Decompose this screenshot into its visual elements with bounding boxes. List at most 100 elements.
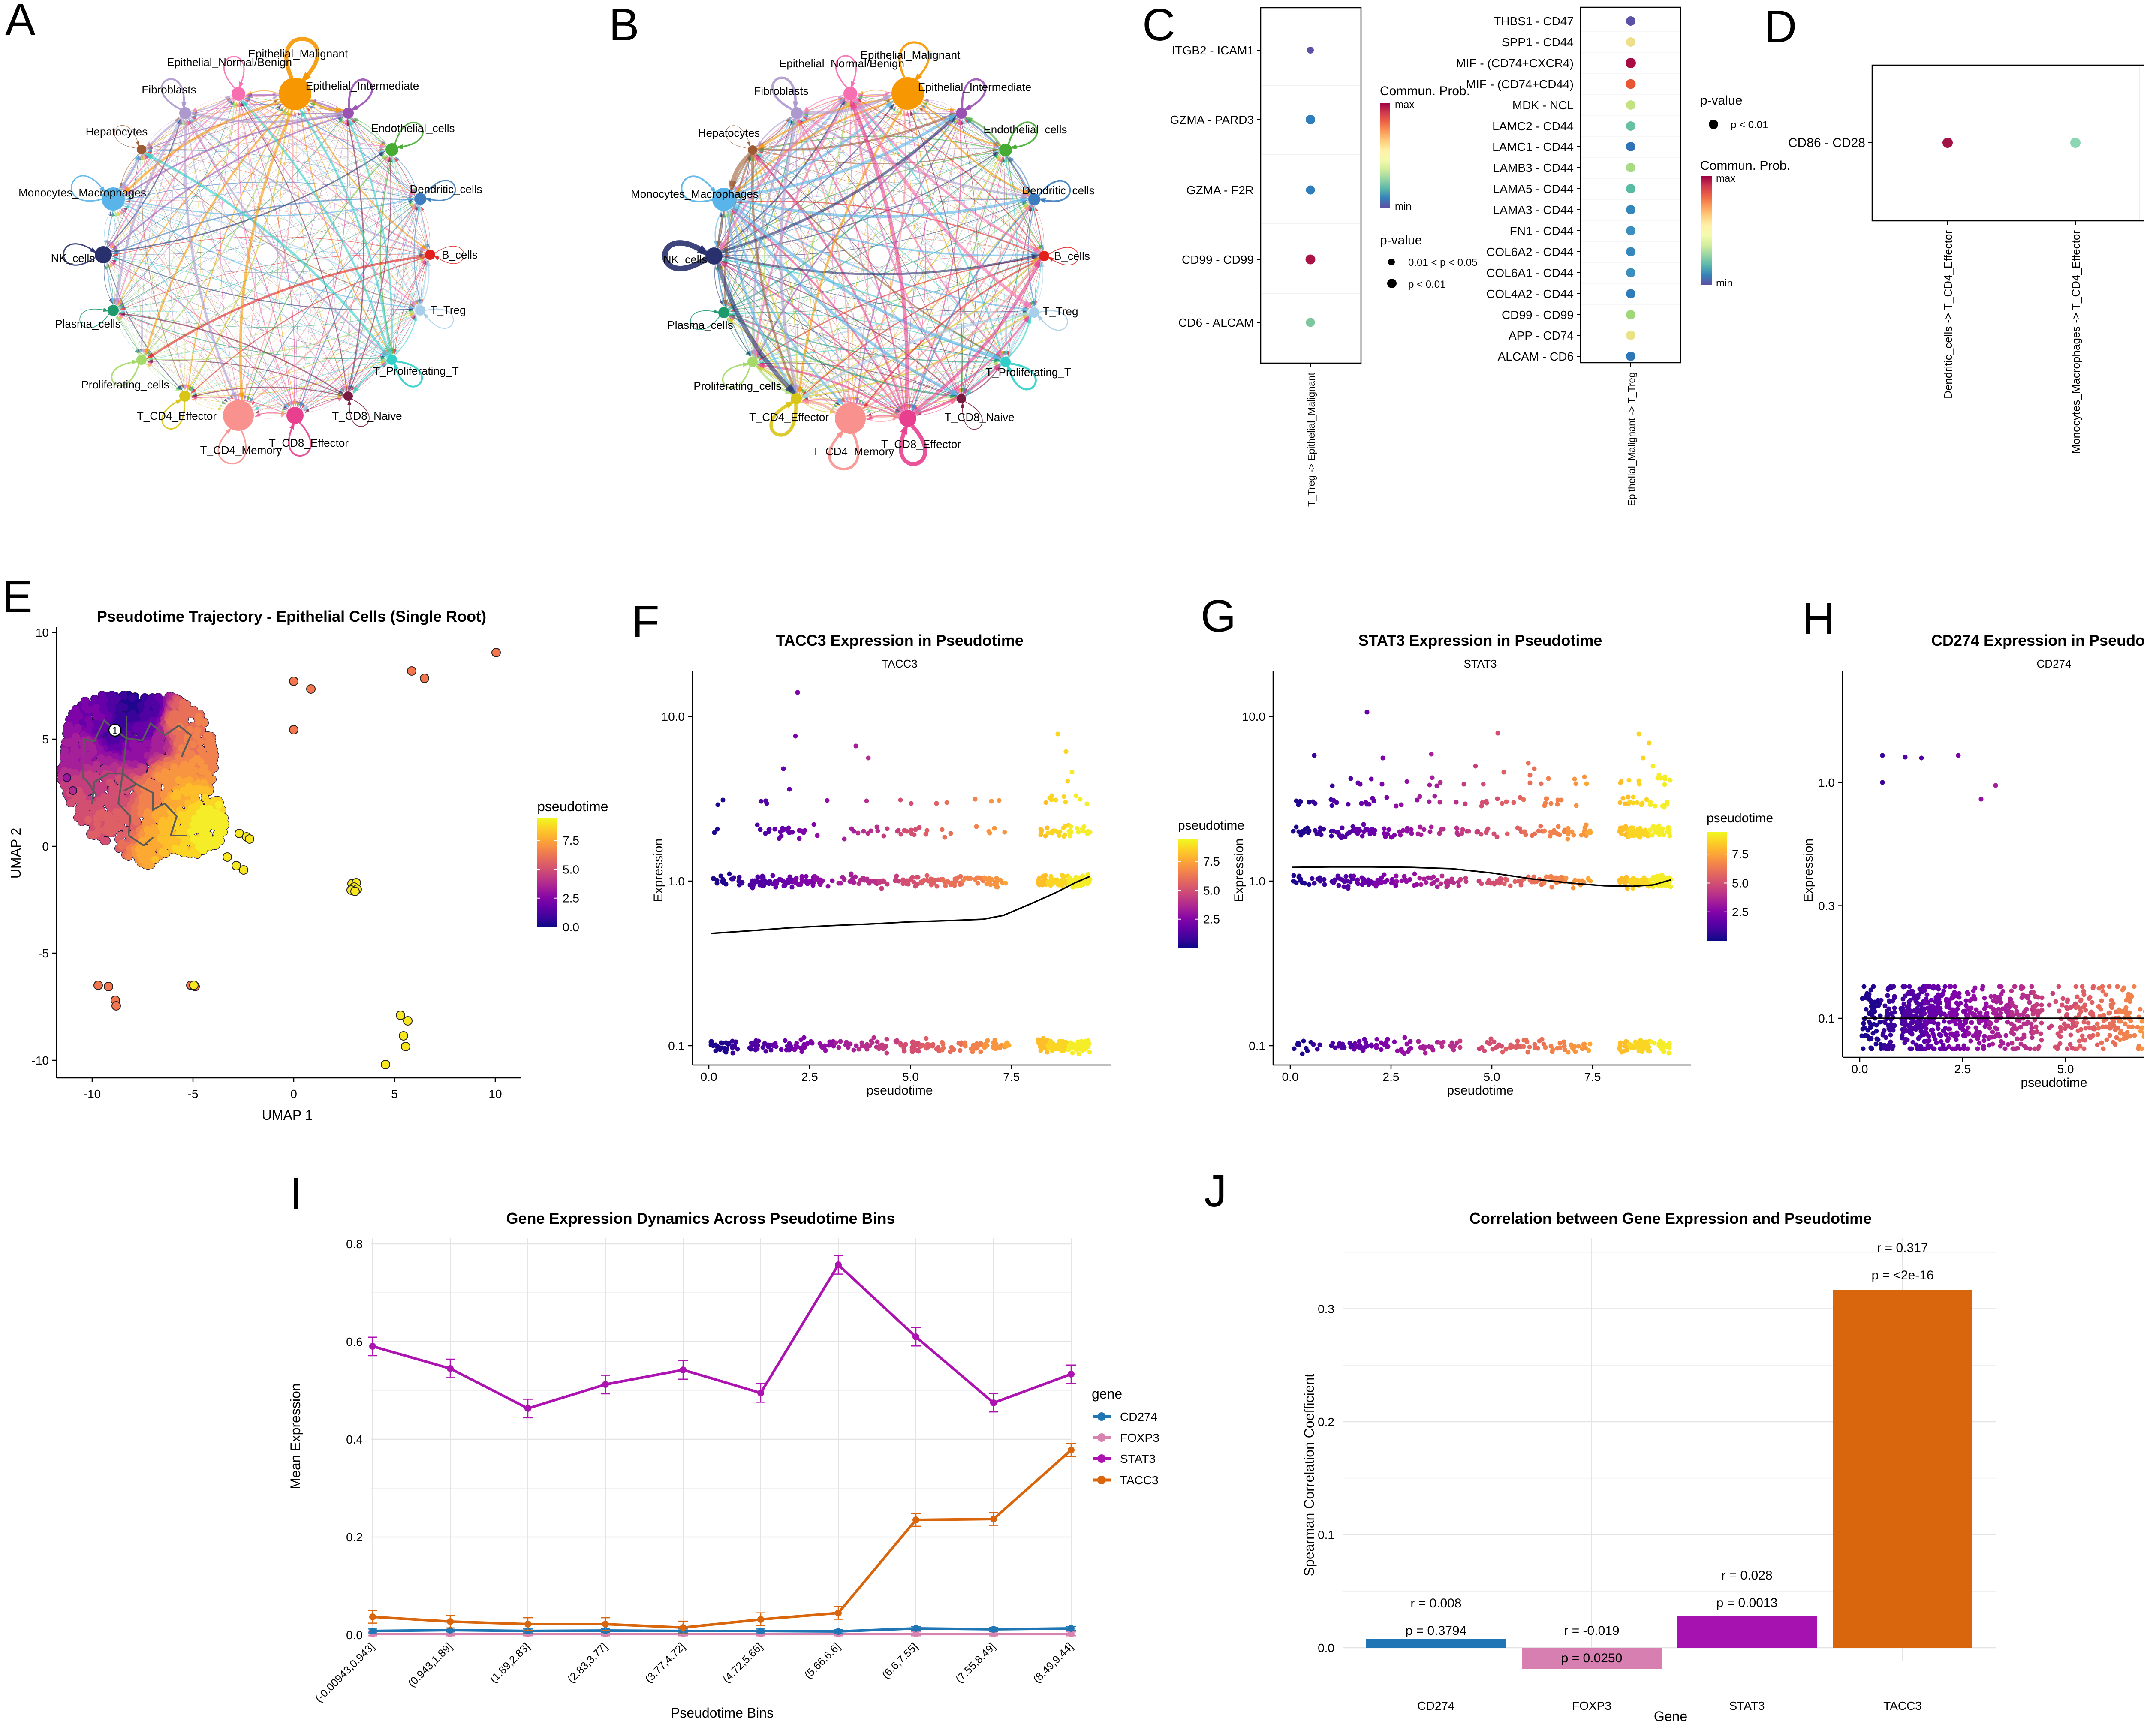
svg-text:0.1: 0.1 [1249,1039,1265,1053]
svg-text:UMAP 1: UMAP 1 [262,1107,313,1123]
svg-text:F: F [632,596,659,647]
svg-text:p = 0.3794: p = 0.3794 [1406,1624,1467,1638]
svg-text:p = 0.0013: p = 0.0013 [1716,1596,1778,1610]
svg-text:D: D [1764,1,1797,52]
svg-text:Expression: Expression [1801,839,1816,902]
svg-text:r = -0.019: r = -0.019 [1564,1624,1619,1638]
svg-text:T_CD4_Effector: T_CD4_Effector [749,411,829,424]
svg-text:0.4: 0.4 [346,1433,363,1446]
svg-text:CD274: CD274 [1417,1699,1454,1712]
svg-text:0.0: 0.0 [346,1628,363,1642]
svg-text:Plasma_cells: Plasma_cells [667,319,733,331]
svg-text:max: max [1395,99,1414,111]
svg-text:10: 10 [36,626,49,639]
svg-text:Epithelial_Normal/Benign: Epithelial_Normal/Benign [167,56,292,69]
svg-text:T_Proliferating_T: T_Proliferating_T [373,364,459,377]
svg-text:r = 0.008: r = 0.008 [1410,1596,1461,1610]
svg-text:T_Treg: T_Treg [431,304,466,316]
svg-text:2.5: 2.5 [1203,913,1220,926]
svg-text:5.0: 5.0 [563,863,579,876]
svg-text:0.0: 0.0 [1318,1641,1334,1655]
svg-text:Monocytes_Macrophages: Monocytes_Macrophages [18,186,146,199]
svg-text:0.0: 0.0 [563,921,579,934]
svg-text:pseudotime: pseudotime [1447,1083,1513,1098]
svg-text:Epithelial_Intermediate: Epithelial_Intermediate [306,79,419,92]
svg-text:Commun. Prob.: Commun. Prob. [1700,159,1790,173]
svg-text:0: 0 [290,1087,297,1101]
svg-text:Fibroblasts: Fibroblasts [754,84,808,97]
svg-text:CD274: CD274 [2037,657,2072,670]
svg-text:-5: -5 [38,947,49,960]
svg-text:0.1: 0.1 [1318,1528,1334,1542]
svg-text:pseudotime: pseudotime [2021,1076,2087,1090]
svg-text:Gene: Gene [1654,1709,1687,1724]
svg-text:gene: gene [1092,1386,1122,1402]
svg-text:10.0: 10.0 [662,710,685,723]
svg-text:2.5: 2.5 [801,1070,818,1083]
svg-text:0.3: 0.3 [1818,900,1835,913]
svg-text:5: 5 [42,733,49,746]
svg-text:pseudotime: pseudotime [866,1083,933,1098]
svg-text:TACC3: TACC3 [1883,1699,1922,1712]
svg-text:p-value: p-value [1700,93,1742,108]
svg-text:-10: -10 [32,1054,49,1067]
svg-text:COL6A2 - CD44: COL6A2 - CD44 [1486,245,1574,259]
svg-text:MIF - (CD74+CD44): MIF - (CD74+CD44) [1466,78,1574,91]
svg-text:5.0: 5.0 [1203,884,1220,897]
svg-text:TACC3: TACC3 [882,657,917,670]
svg-text:1.0: 1.0 [668,875,685,888]
svg-text:7.5: 7.5 [1203,855,1220,868]
svg-text:Correlation between Gene Expre: Correlation between Gene Expression and … [1469,1209,1872,1227]
svg-text:MDK - NCL: MDK - NCL [1512,99,1574,112]
svg-text:UMAP 2: UMAP 2 [8,828,24,879]
svg-text:Pseudotime Bins: Pseudotime Bins [671,1705,774,1721]
svg-text:7.5: 7.5 [563,834,579,847]
svg-text:LAMA3 - CD44: LAMA3 - CD44 [1493,203,1574,217]
svg-text:T_Treg -> Epithelial_Malignant: T_Treg -> Epithelial_Malignant [1306,372,1317,507]
svg-text:Dendritic_cells -> T_CD4_Effec: Dendritic_cells -> T_CD4_Effector [1942,230,1954,399]
svg-text:Pseudotime Trajectory - Epithe: Pseudotime Trajectory - Epithelial Cells… [97,608,486,625]
svg-text:Monocytes_Macrophages: Monocytes_Macrophages [631,187,759,200]
svg-text:0: 0 [42,840,49,853]
svg-text:0.2: 0.2 [1318,1415,1334,1429]
svg-text:COL6A1 - CD44: COL6A1 - CD44 [1486,266,1574,280]
svg-text:p < 0.01: p < 0.01 [1731,119,1768,131]
svg-text:LAMC2 - CD44: LAMC2 - CD44 [1492,120,1574,133]
svg-text:CD99 - CD99: CD99 - CD99 [1502,308,1574,322]
svg-text:10.0: 10.0 [1242,710,1266,723]
svg-text:T_Proliferating_T: T_Proliferating_T [985,366,1071,379]
svg-text:Fibroblasts: Fibroblasts [142,83,196,96]
svg-text:10: 10 [488,1087,502,1101]
svg-text:-5: -5 [188,1087,199,1101]
svg-text:T_CD8_Naive: T_CD8_Naive [332,409,402,422]
svg-text:5.0: 5.0 [902,1070,919,1083]
svg-text:ITGB2 - ICAM1: ITGB2 - ICAM1 [1172,44,1254,57]
svg-text:T_CD8_Effector: T_CD8_Effector [269,436,349,449]
svg-text:Commun. Prob.: Commun. Prob. [1380,84,1470,98]
svg-text:SPP1 - CD44: SPP1 - CD44 [1502,36,1574,49]
svg-text:TACC3: TACC3 [1120,1474,1159,1487]
svg-text:LAMA5 - CD44: LAMA5 - CD44 [1493,182,1574,196]
svg-text:0.0: 0.0 [1282,1070,1299,1083]
svg-text:G: G [1201,591,1236,641]
svg-text:J: J [1204,1166,1227,1216]
svg-text:1: 1 [112,725,117,737]
svg-text:CD274: CD274 [1120,1410,1157,1423]
svg-text:STAT3: STAT3 [1729,1699,1765,1712]
svg-text:CD274 Expression in Pseudotime: CD274 Expression in Pseudotime [1931,632,2144,649]
svg-text:5.0: 5.0 [1484,1070,1500,1083]
svg-text:7.5: 7.5 [1732,848,1749,861]
svg-text:2.5: 2.5 [1954,1062,1971,1076]
svg-text:Epithelial_Malignant: Epithelial_Malignant [248,47,348,60]
svg-text:Epithelial_Malignant -> T_Treg: Epithelial_Malignant -> T_Treg [1626,372,1637,506]
svg-text:T_CD4_Memory: T_CD4_Memory [813,445,894,458]
svg-text:p = <2e-16: p = <2e-16 [1871,1268,1933,1282]
svg-text:C: C [1142,0,1175,50]
svg-text:5.0: 5.0 [1732,876,1749,890]
svg-text:p < 0.01: p < 0.01 [1408,279,1445,290]
svg-text:0.0: 0.0 [1852,1062,1868,1076]
svg-text:pseudotime: pseudotime [537,799,608,814]
svg-text:FN1 - CD44: FN1 - CD44 [1510,224,1574,238]
svg-text:Expression: Expression [651,839,665,902]
svg-text:APP - CD74: APP - CD74 [1509,329,1574,342]
